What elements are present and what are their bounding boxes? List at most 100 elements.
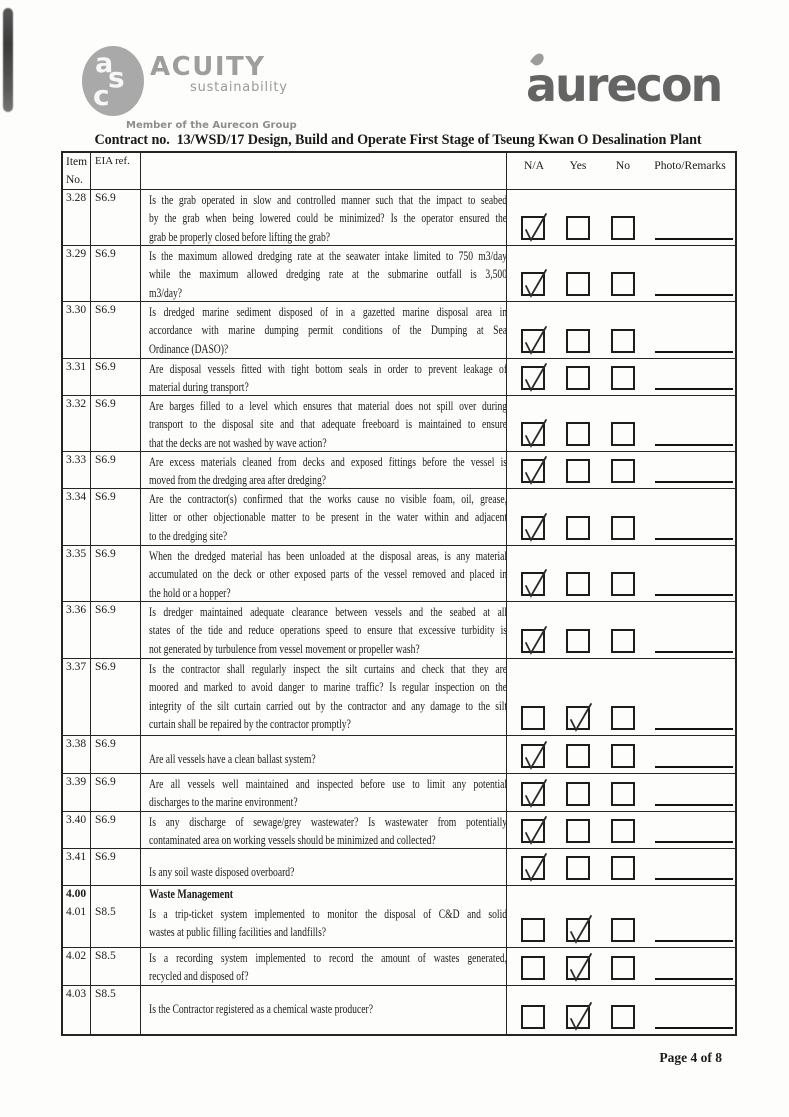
remarks-line[interactable] bbox=[655, 766, 733, 768]
no-checkbox[interactable] bbox=[611, 572, 635, 596]
eia-ref: S6.9 bbox=[91, 396, 141, 451]
question-line: wastes at public filling facilities and … bbox=[149, 925, 327, 940]
yes-checkbox[interactable] bbox=[566, 629, 590, 653]
question-line: Is dredged marine sediment disposed of i… bbox=[149, 305, 507, 319]
no-checkbox[interactable] bbox=[611, 629, 635, 653]
remarks-line[interactable] bbox=[655, 651, 733, 653]
col-header-checks: N/A Yes No Photo/Remarks bbox=[507, 153, 735, 189]
na-checkbox[interactable] bbox=[521, 363, 547, 392]
question-line: states of the tide and reduce operations… bbox=[149, 623, 507, 638]
remarks-line[interactable] bbox=[655, 538, 733, 540]
no-checkbox[interactable] bbox=[611, 706, 635, 730]
no-checkbox[interactable] bbox=[611, 918, 635, 942]
no-checkbox[interactable] bbox=[611, 782, 635, 806]
remarks-line[interactable] bbox=[655, 238, 733, 240]
no-checkbox[interactable] bbox=[611, 744, 635, 768]
item-no: 3.35 bbox=[63, 546, 91, 601]
yes-checkbox[interactable] bbox=[566, 329, 590, 353]
yes-checkbox[interactable] bbox=[566, 572, 590, 596]
question-cell: Is the maximum allowed dredging rate at … bbox=[141, 246, 507, 301]
item-no: 4.02 bbox=[63, 948, 91, 985]
yes-checkbox[interactable] bbox=[566, 516, 590, 540]
check-mark-icon bbox=[525, 741, 547, 770]
remarks-line[interactable] bbox=[655, 728, 733, 730]
yes-checkbox[interactable] bbox=[566, 422, 590, 446]
scan-artifact-strip bbox=[3, 8, 13, 112]
check-mark-icon bbox=[525, 569, 547, 598]
na-checkbox[interactable] bbox=[521, 918, 545, 942]
yes-checkbox[interactable] bbox=[566, 782, 590, 806]
na-checkbox[interactable] bbox=[521, 706, 545, 730]
page-number: Page 4 of 8 bbox=[659, 1050, 722, 1065]
checks-cell bbox=[507, 602, 735, 658]
eia-ref: S6.9 bbox=[91, 849, 141, 885]
na-checkbox[interactable] bbox=[521, 513, 547, 542]
yes-checkbox[interactable] bbox=[566, 744, 590, 768]
na-checkbox[interactable] bbox=[521, 853, 547, 882]
no-checkbox[interactable] bbox=[611, 516, 635, 540]
yes-checkbox[interactable] bbox=[566, 915, 592, 944]
remarks-line[interactable] bbox=[655, 388, 733, 390]
no-checkbox[interactable] bbox=[611, 366, 635, 390]
no-checkbox[interactable] bbox=[611, 1005, 635, 1029]
checks-cell bbox=[507, 489, 735, 545]
remarks-line[interactable] bbox=[655, 351, 733, 353]
yes-checkbox[interactable] bbox=[566, 703, 592, 732]
question-line: Are barges filled to a level which ensur… bbox=[149, 399, 507, 413]
table-row-3.34: 3.34 S6.9 Are the contractor(s) confirmed … bbox=[63, 489, 735, 546]
na-checkbox[interactable] bbox=[521, 626, 547, 655]
remarks-line[interactable] bbox=[655, 878, 733, 880]
no-checkbox[interactable] bbox=[611, 329, 635, 353]
remarks-line[interactable] bbox=[655, 1027, 733, 1029]
remarks-line[interactable] bbox=[655, 978, 733, 980]
yes-checkbox[interactable] bbox=[566, 953, 592, 982]
question-cell: Are the contractor(s) confirmed that the… bbox=[141, 489, 507, 545]
check-mark-icon bbox=[570, 703, 592, 732]
item-no: 3.31 bbox=[63, 359, 91, 395]
remarks-line[interactable] bbox=[655, 294, 733, 296]
remarks-line[interactable] bbox=[655, 804, 733, 806]
remarks-line[interactable] bbox=[655, 481, 733, 483]
na-checkbox[interactable] bbox=[521, 741, 547, 770]
eia-ref: S6.9 bbox=[91, 812, 141, 848]
na-checkbox[interactable] bbox=[521, 1005, 545, 1029]
item-no: 3.30 bbox=[63, 302, 91, 358]
no-checkbox[interactable] bbox=[611, 216, 635, 240]
na-checkbox[interactable] bbox=[521, 816, 547, 845]
no-checkbox[interactable] bbox=[611, 459, 635, 483]
na-checkbox[interactable] bbox=[521, 419, 547, 448]
yes-checkbox[interactable] bbox=[566, 459, 590, 483]
checkbox-group bbox=[507, 569, 735, 598]
no-checkbox[interactable] bbox=[611, 956, 635, 980]
no-checkbox[interactable] bbox=[611, 422, 635, 446]
remarks-line[interactable] bbox=[655, 841, 733, 843]
question-cell: Is a trip-ticket system implemented to m… bbox=[141, 904, 507, 947]
question-line: not generated by turbulence from vessel … bbox=[149, 641, 420, 656]
yes-checkbox[interactable] bbox=[566, 819, 590, 843]
question-cell: Waste Management bbox=[141, 886, 507, 904]
na-checkbox[interactable] bbox=[521, 779, 547, 808]
na-checkbox[interactable] bbox=[521, 269, 547, 298]
na-checkbox[interactable] bbox=[521, 569, 547, 598]
na-checkbox[interactable] bbox=[521, 326, 547, 355]
yes-checkbox[interactable] bbox=[566, 856, 590, 880]
yes-checkbox[interactable] bbox=[566, 272, 590, 296]
checkbox-group bbox=[507, 419, 735, 448]
question-line: contaminated area on working vessels sho… bbox=[149, 833, 436, 848]
na-checkbox[interactable] bbox=[521, 456, 547, 485]
remarks-line[interactable] bbox=[655, 594, 733, 596]
question-cell: Is a recording system implemented to rec… bbox=[141, 948, 507, 985]
no-checkbox[interactable] bbox=[611, 272, 635, 296]
yes-checkbox[interactable] bbox=[566, 1002, 592, 1031]
remarks-line[interactable] bbox=[655, 940, 733, 942]
question-line: Are excess materials cleaned from decks … bbox=[149, 455, 507, 469]
na-checkbox[interactable] bbox=[521, 956, 545, 980]
yes-checkbox[interactable] bbox=[566, 216, 590, 240]
yes-checkbox[interactable] bbox=[566, 366, 590, 390]
no-checkbox[interactable] bbox=[611, 819, 635, 843]
eia-ref: S6.9 bbox=[91, 489, 141, 545]
na-checkbox[interactable] bbox=[521, 213, 547, 242]
no-checkbox[interactable] bbox=[611, 856, 635, 880]
checks-cell bbox=[507, 736, 735, 773]
remarks-line[interactable] bbox=[655, 444, 733, 446]
